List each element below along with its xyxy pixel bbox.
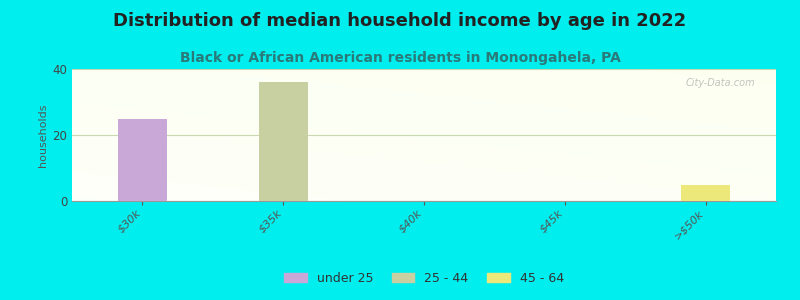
Text: Distribution of median household income by age in 2022: Distribution of median household income … (114, 12, 686, 30)
Text: Black or African American residents in Monongahela, PA: Black or African American residents in M… (179, 51, 621, 65)
Bar (118, 118, 167, 201)
Y-axis label: households: households (38, 103, 48, 167)
Legend: under 25, 25 - 44, 45 - 64: under 25, 25 - 44, 45 - 64 (279, 267, 569, 290)
Bar (681, 184, 730, 201)
Bar (258, 82, 308, 201)
Text: City-Data.com: City-Data.com (686, 78, 755, 88)
